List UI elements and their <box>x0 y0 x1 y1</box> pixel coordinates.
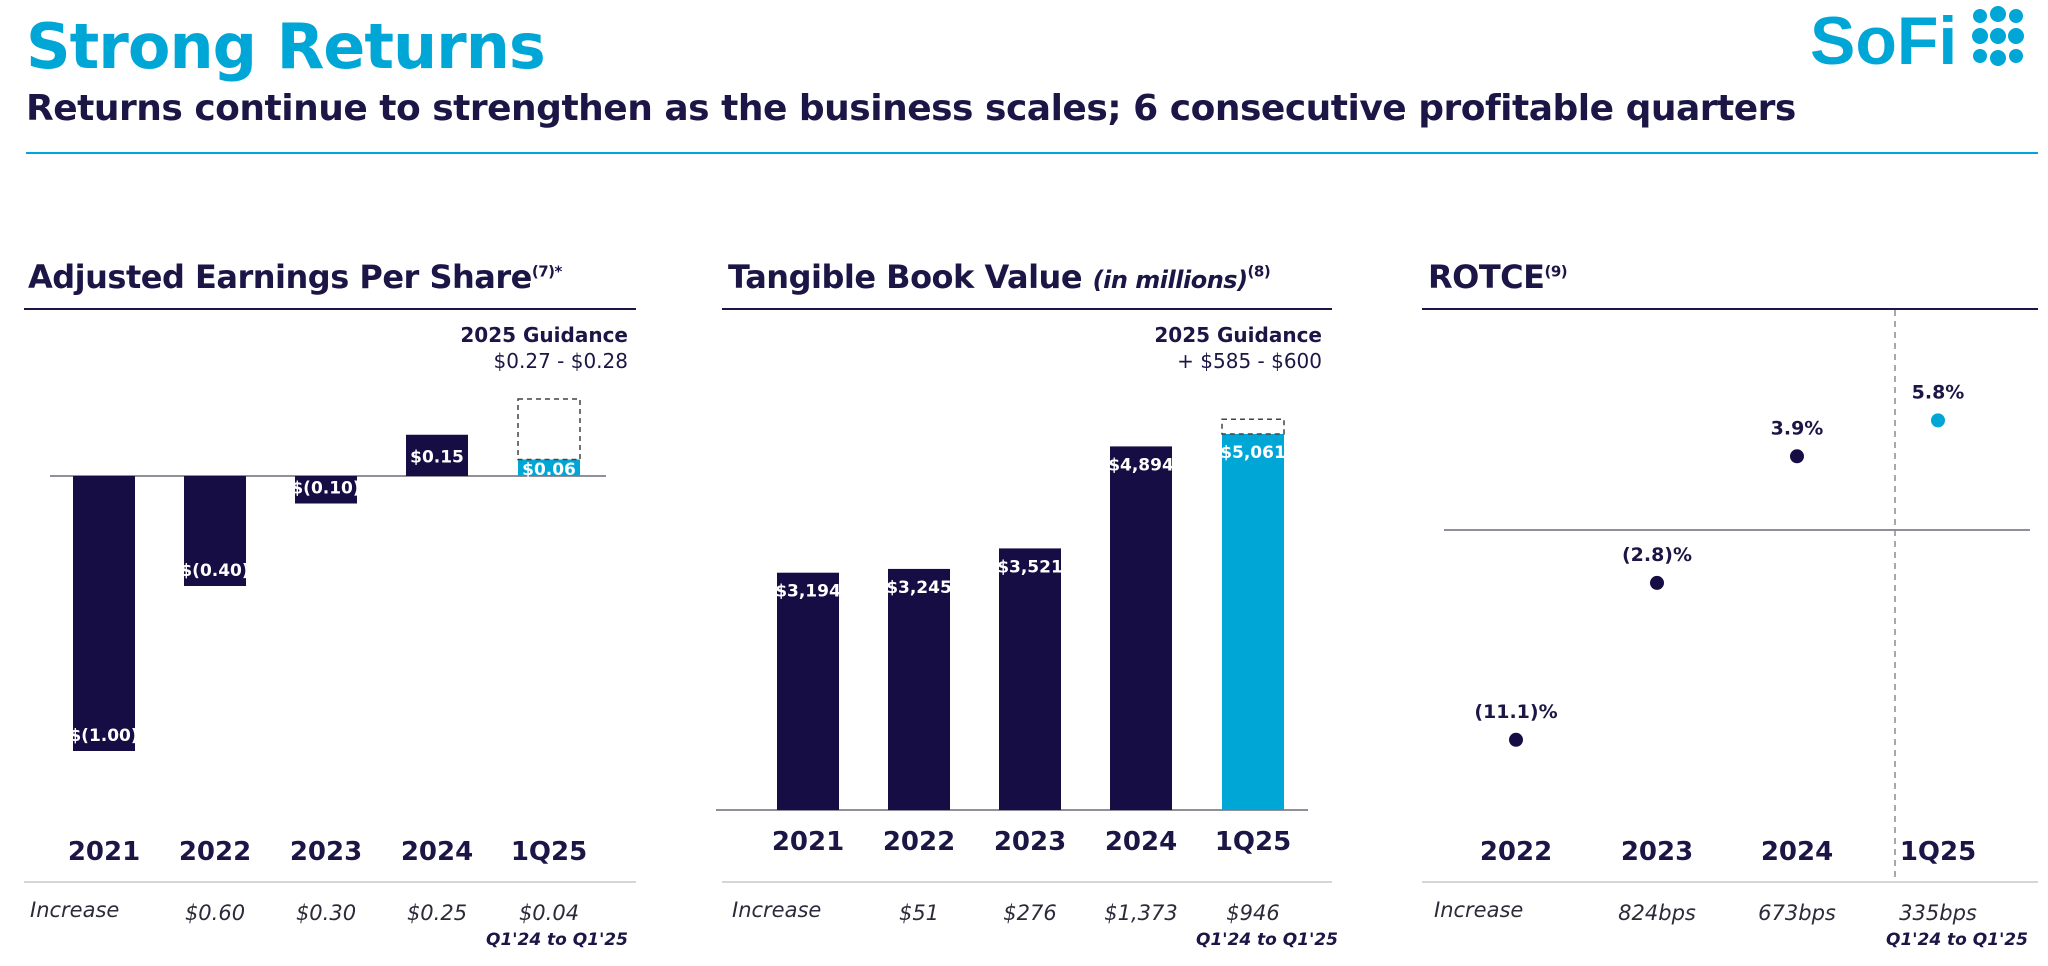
eps-period-footnote: Q1'24 to Q1'25 <box>486 930 628 950</box>
eps-guidance-box <box>517 398 581 461</box>
tbv-category-label: 2023 <box>994 827 1066 857</box>
eps-bar <box>518 459 580 476</box>
eps-value-label: $0.15 <box>410 447 464 467</box>
tbv-bar <box>1222 434 1284 810</box>
tbv-bar <box>888 568 950 810</box>
eps-category-label: 1Q25 <box>511 837 587 867</box>
rotce-point <box>1650 575 1664 590</box>
rotce-value-label: (2.8)% <box>1622 544 1692 566</box>
tbv-guidance: 2025 Guidance + $585 - $600 <box>1120 322 1322 374</box>
eps-value-label: $(0.40) <box>180 561 249 581</box>
rotce-category-label: 2022 <box>1480 837 1552 867</box>
rotce-point <box>1509 732 1523 747</box>
rotce-value-label: 3.9% <box>1771 417 1824 439</box>
rotce-value-label: (11.1)% <box>1474 701 1557 723</box>
eps-panel-title: Adjusted Earnings Per Share(7)* <box>28 258 562 296</box>
eps-category-label: 2023 <box>290 837 362 867</box>
eps-category-label: 2022 <box>179 837 251 867</box>
eps-category-label: 2021 <box>68 837 140 867</box>
rotce-panel-divider <box>1422 308 2038 310</box>
tbv-panel-divider <box>722 308 1332 310</box>
rotce-increase-value: 824bps <box>1618 901 1696 925</box>
tbv-category-label: 1Q25 <box>1215 827 1291 857</box>
eps-increase-value: $0.25 <box>407 901 467 925</box>
eps-bar <box>295 476 357 504</box>
tbv-increase-value: $946 <box>1226 901 1279 925</box>
eps-increase-value: $0.30 <box>296 901 356 925</box>
tbv-title-units: (in millions) <box>1092 266 1248 294</box>
tbv-increase-value: $51 <box>899 901 939 925</box>
tbv-panel-title: Tangible Book Value (in millions)(8) <box>728 258 1271 296</box>
tbv-value-label: $5,061 <box>1220 443 1286 463</box>
rotce-category-label: 2023 <box>1621 837 1693 867</box>
eps-title-note: (7)* <box>531 262 563 281</box>
eps-guidance-range: $0.27 - $0.28 <box>493 349 628 373</box>
eps-increase-value: $0.04 <box>519 901 579 925</box>
tbv-value-label: $3,521 <box>997 557 1063 577</box>
tbv-category-label: 2024 <box>1105 827 1177 857</box>
rotce-period-footnote: Q1'24 to Q1'25 <box>1886 930 2028 950</box>
tbv-guidance-box <box>1221 418 1285 435</box>
tbv-category-label: 2021 <box>772 827 844 857</box>
eps-guidance: 2025 Guidance $0.27 - $0.28 <box>430 322 628 374</box>
rotce-panel-title: ROTCE(9) <box>1428 258 1568 296</box>
eps-guidance-label: 2025 Guidance <box>460 323 628 347</box>
eps-value-label: $(0.10) <box>291 479 360 499</box>
rotce-title-note: (9) <box>1544 262 1568 281</box>
rotce-category-label: 1Q25 <box>1900 837 1976 867</box>
tbv-increase-label: Increase <box>732 898 822 922</box>
eps-category-label: 2024 <box>401 837 473 867</box>
rotce-increase-value: 673bps <box>1758 901 1836 925</box>
rotce-increase-label: Increase <box>1434 898 1524 922</box>
tbv-value-label: $3,194 <box>775 582 841 602</box>
rotce-category-label: 2024 <box>1761 837 1833 867</box>
tbv-value-label: $4,894 <box>1108 455 1174 475</box>
tbv-increase-value: $276 <box>1003 901 1056 925</box>
header-divider <box>26 152 2038 154</box>
tbv-bar <box>999 548 1061 810</box>
eps-bar <box>184 476 246 586</box>
tbv-period-footnote: Q1'24 to Q1'25 <box>1196 930 1338 950</box>
tbv-bar <box>777 572 839 810</box>
eps-bar <box>406 434 468 476</box>
tbv-guidance-label: 2025 Guidance <box>1154 323 1322 347</box>
logo-dots-icon <box>1972 6 2024 66</box>
rotce-title: ROTCE <box>1428 258 1545 296</box>
sofi-logo: SoFi <box>1810 3 2024 79</box>
eps-increase-label: Increase <box>30 898 120 922</box>
tbv-increase-value: $1,373 <box>1104 901 1177 925</box>
eps-panel-divider <box>24 308 636 310</box>
rotce-point <box>1931 413 1945 428</box>
tbv-guidance-range: + $585 - $600 <box>1177 349 1322 373</box>
eps-title: Adjusted Earnings Per Share <box>28 258 532 296</box>
tbv-bar <box>1110 446 1172 810</box>
rotce-value-label: 5.8% <box>1912 381 1965 403</box>
eps-value-label: $(1.00) <box>69 726 138 746</box>
eps-increase-value: $0.60 <box>185 901 245 925</box>
rotce-point <box>1790 449 1804 464</box>
logo-wordmark: SoFi <box>1810 3 1957 79</box>
page-subtitle: Returns continue to strengthen as the bu… <box>26 88 1796 129</box>
tbv-category-label: 2022 <box>883 827 955 857</box>
rotce-increase-value: 335bps <box>1899 901 1977 925</box>
tbv-title: Tangible Book Value <box>728 258 1083 296</box>
page-title: Strong Returns <box>26 10 546 83</box>
eps-value-label: $0.06 <box>522 460 576 480</box>
tbv-title-note: (8) <box>1247 262 1271 281</box>
eps-bar <box>73 476 135 751</box>
tbv-value-label: $3,245 <box>886 578 952 598</box>
